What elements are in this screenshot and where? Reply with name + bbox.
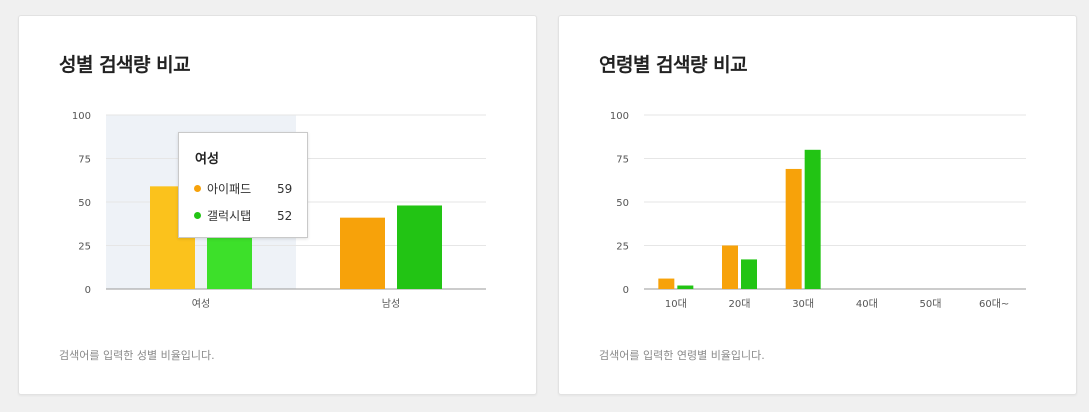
x-tick-label: 여성 <box>192 298 210 310</box>
y-tick-label: 75 <box>616 155 629 166</box>
y-tick-label: 0 <box>85 285 91 296</box>
y-tick-label: 25 <box>78 242 91 253</box>
tooltip-series-value: 59 <box>277 182 293 196</box>
y-tick-label: 0 <box>623 285 629 296</box>
bar <box>722 245 738 289</box>
y-tick-label: 50 <box>78 198 91 209</box>
x-tick-label: 30대 <box>792 298 814 310</box>
x-tick-label: 남성 <box>382 298 400 310</box>
tooltip-series-value: 52 <box>277 209 293 223</box>
bar <box>658 278 675 289</box>
gender-chart-note: 검색어를 입력한 성별 비율입니다. <box>59 349 215 362</box>
y-tick-label: 25 <box>616 242 629 253</box>
tooltip-row-ipad: 아이패드 59 <box>194 181 292 197</box>
age-chart-note: 검색어를 입력한 연령별 비율입니다. <box>599 349 765 362</box>
bar <box>340 217 385 289</box>
x-tick-label: 40대 <box>856 298 878 310</box>
gender-chart-title: 성별 검색량 비교 <box>59 54 191 76</box>
tooltip-series-name: 아이패드 <box>207 182 252 196</box>
bar <box>397 205 442 289</box>
bar <box>804 149 821 289</box>
age-chart-title: 연령별 검색량 비교 <box>599 54 748 76</box>
bar <box>785 168 802 289</box>
chart-tooltip: 여성 아이패드 59 갤럭시탭 52 <box>178 132 308 238</box>
y-tick-label: 50 <box>616 198 629 209</box>
bar <box>677 285 694 289</box>
x-tick-label: 20대 <box>729 298 751 310</box>
y-tick-label: 75 <box>78 155 91 166</box>
x-tick-label: 50대 <box>920 298 942 310</box>
tooltip-row-galaxy-tab: 갤럭시탭 52 <box>194 208 292 224</box>
y-tick-label: 100 <box>610 111 629 122</box>
tooltip-series-name: 갤럭시탭 <box>207 209 252 223</box>
series-dot-icon <box>194 185 201 192</box>
x-tick-label: 60대~ <box>979 298 1009 310</box>
bar <box>741 259 757 289</box>
y-tick-label: 100 <box>72 111 91 122</box>
age-chart-card: 연령별 검색량 비교 0 25 50 75 100 10대 20대 30대 40대 50대 60대~… <box>558 15 1077 395</box>
series-dot-icon <box>194 212 201 219</box>
x-tick-label: 10대 <box>665 298 687 310</box>
tooltip-title: 여성 <box>195 152 219 167</box>
age-bar-chart[interactable]: 0 25 50 75 100 10대 20대 30대 40대 50대 60대~ <box>559 16 1076 394</box>
gender-chart-card: 성별 검색량 비교 0 25 50 75 100 여성 남성 검색어를 입력한 성별 비율입… <box>18 15 537 395</box>
